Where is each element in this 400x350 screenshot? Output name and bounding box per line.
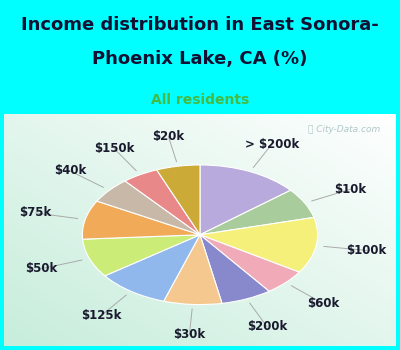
Wedge shape [105,235,200,301]
Text: $30k: $30k [173,328,206,341]
Text: $40k: $40k [54,164,86,177]
Wedge shape [164,235,222,304]
Wedge shape [82,201,200,239]
Text: > $200k: > $200k [245,138,299,151]
Wedge shape [200,190,314,235]
Text: All residents: All residents [151,93,249,107]
Wedge shape [97,181,200,235]
Wedge shape [125,170,200,235]
Text: $60k: $60k [307,297,339,310]
Wedge shape [200,165,291,235]
Text: Phoenix Lake, CA (%): Phoenix Lake, CA (%) [92,50,308,68]
Text: $20k: $20k [152,130,184,143]
Text: $125k: $125k [81,309,121,322]
Text: $75k: $75k [19,206,52,219]
Wedge shape [200,217,318,272]
Wedge shape [157,165,200,235]
Text: $50k: $50k [25,262,58,275]
Wedge shape [200,235,269,303]
Text: ⓘ City-Data.com: ⓘ City-Data.com [308,125,380,134]
Wedge shape [200,235,299,291]
Text: $100k: $100k [346,244,387,257]
Text: $10k: $10k [334,183,366,196]
Text: Income distribution in East Sonora-: Income distribution in East Sonora- [21,16,379,34]
Text: $150k: $150k [94,142,134,155]
Wedge shape [83,235,200,276]
Text: $200k: $200k [247,320,287,333]
